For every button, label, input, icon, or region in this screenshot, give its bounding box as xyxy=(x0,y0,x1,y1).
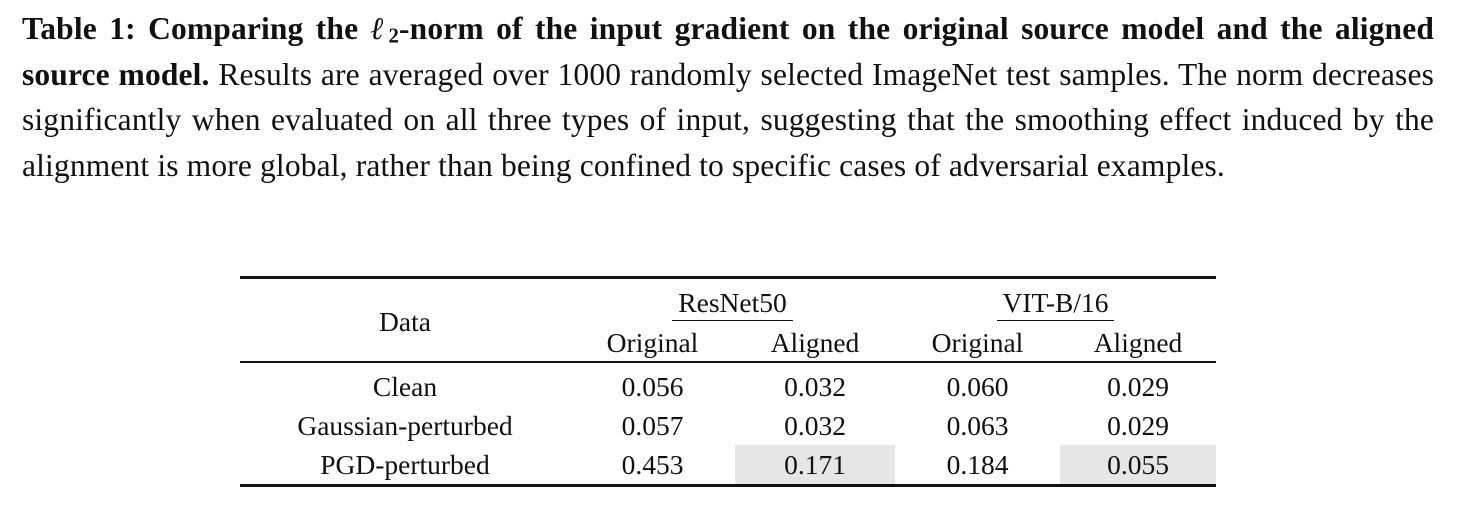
cell-vit-original: 0.060 xyxy=(946,370,1009,402)
table-row: PGD-perturbed 0.453 0.171 0.184 0.055 xyxy=(240,445,1216,487)
table-caption: Table 1: Comparing the ℓ2-norm of the in… xyxy=(22,6,1434,188)
caption-bold-part2: -norm of the input gradient on the origi… xyxy=(22,11,1435,92)
group-label-vit: VIT-B/16 xyxy=(996,288,1115,321)
cell-resnet-aligned: 0.032 xyxy=(784,370,846,402)
results-table: Data ResNet50 VIT-B/16 Original Aligned … xyxy=(240,276,1216,487)
table-header-row-subheaders: Original Aligned Original Aligned xyxy=(240,325,1216,363)
header-group-resnet50: ResNet50 xyxy=(570,276,895,325)
cell-resnet-aligned-highlighted: 0.171 xyxy=(735,445,895,487)
subheader-resnet-original: Original xyxy=(570,325,735,363)
caption-label: Table 1: xyxy=(22,11,136,46)
caption-bold-part1: Comparing the xyxy=(135,11,371,46)
table-row: Clean 0.056 0.032 0.060 0.029 xyxy=(240,362,1216,406)
cell-vit-aligned-highlighted: 0.055 xyxy=(1060,445,1216,487)
cell-vit-original: 0.184 xyxy=(895,445,1060,487)
header-group-vit: VIT-B/16 xyxy=(895,276,1216,325)
cell-vit-aligned: 0.029 xyxy=(1107,409,1169,441)
subheader-vit-aligned: Aligned xyxy=(1060,325,1216,363)
caption-ell-symbol: ℓ xyxy=(370,11,389,46)
row-label: PGD-perturbed xyxy=(240,445,570,487)
cell-resnet-original: 0.057 xyxy=(621,409,684,441)
caption-body: Results are averaged over 1000 randomly … xyxy=(22,56,1434,183)
cell-vit-aligned: 0.029 xyxy=(1107,370,1169,402)
cell-vit-original: 0.063 xyxy=(946,409,1009,441)
header-data: Data xyxy=(240,276,570,363)
cell-resnet-original: 0.056 xyxy=(621,370,684,402)
row-label: Gaussian-perturbed xyxy=(297,409,513,441)
table-header-row-groups: Data ResNet50 VIT-B/16 xyxy=(240,276,1216,363)
cell-resnet-original: 0.453 xyxy=(570,445,735,487)
group-label-resnet50: ResNet50 xyxy=(672,288,793,321)
row-label: Clean xyxy=(372,370,438,402)
subheader-resnet-aligned: Aligned xyxy=(735,325,895,363)
results-table-container: Data ResNet50 VIT-B/16 Original Aligned … xyxy=(240,276,1216,487)
table-row: Gaussian-perturbed 0.057 0.032 0.063 0.0… xyxy=(240,406,1216,445)
cell-resnet-aligned: 0.032 xyxy=(784,409,846,441)
subheader-vit-original: Original xyxy=(895,325,1060,363)
caption-ell-subscript: 2 xyxy=(388,24,400,48)
